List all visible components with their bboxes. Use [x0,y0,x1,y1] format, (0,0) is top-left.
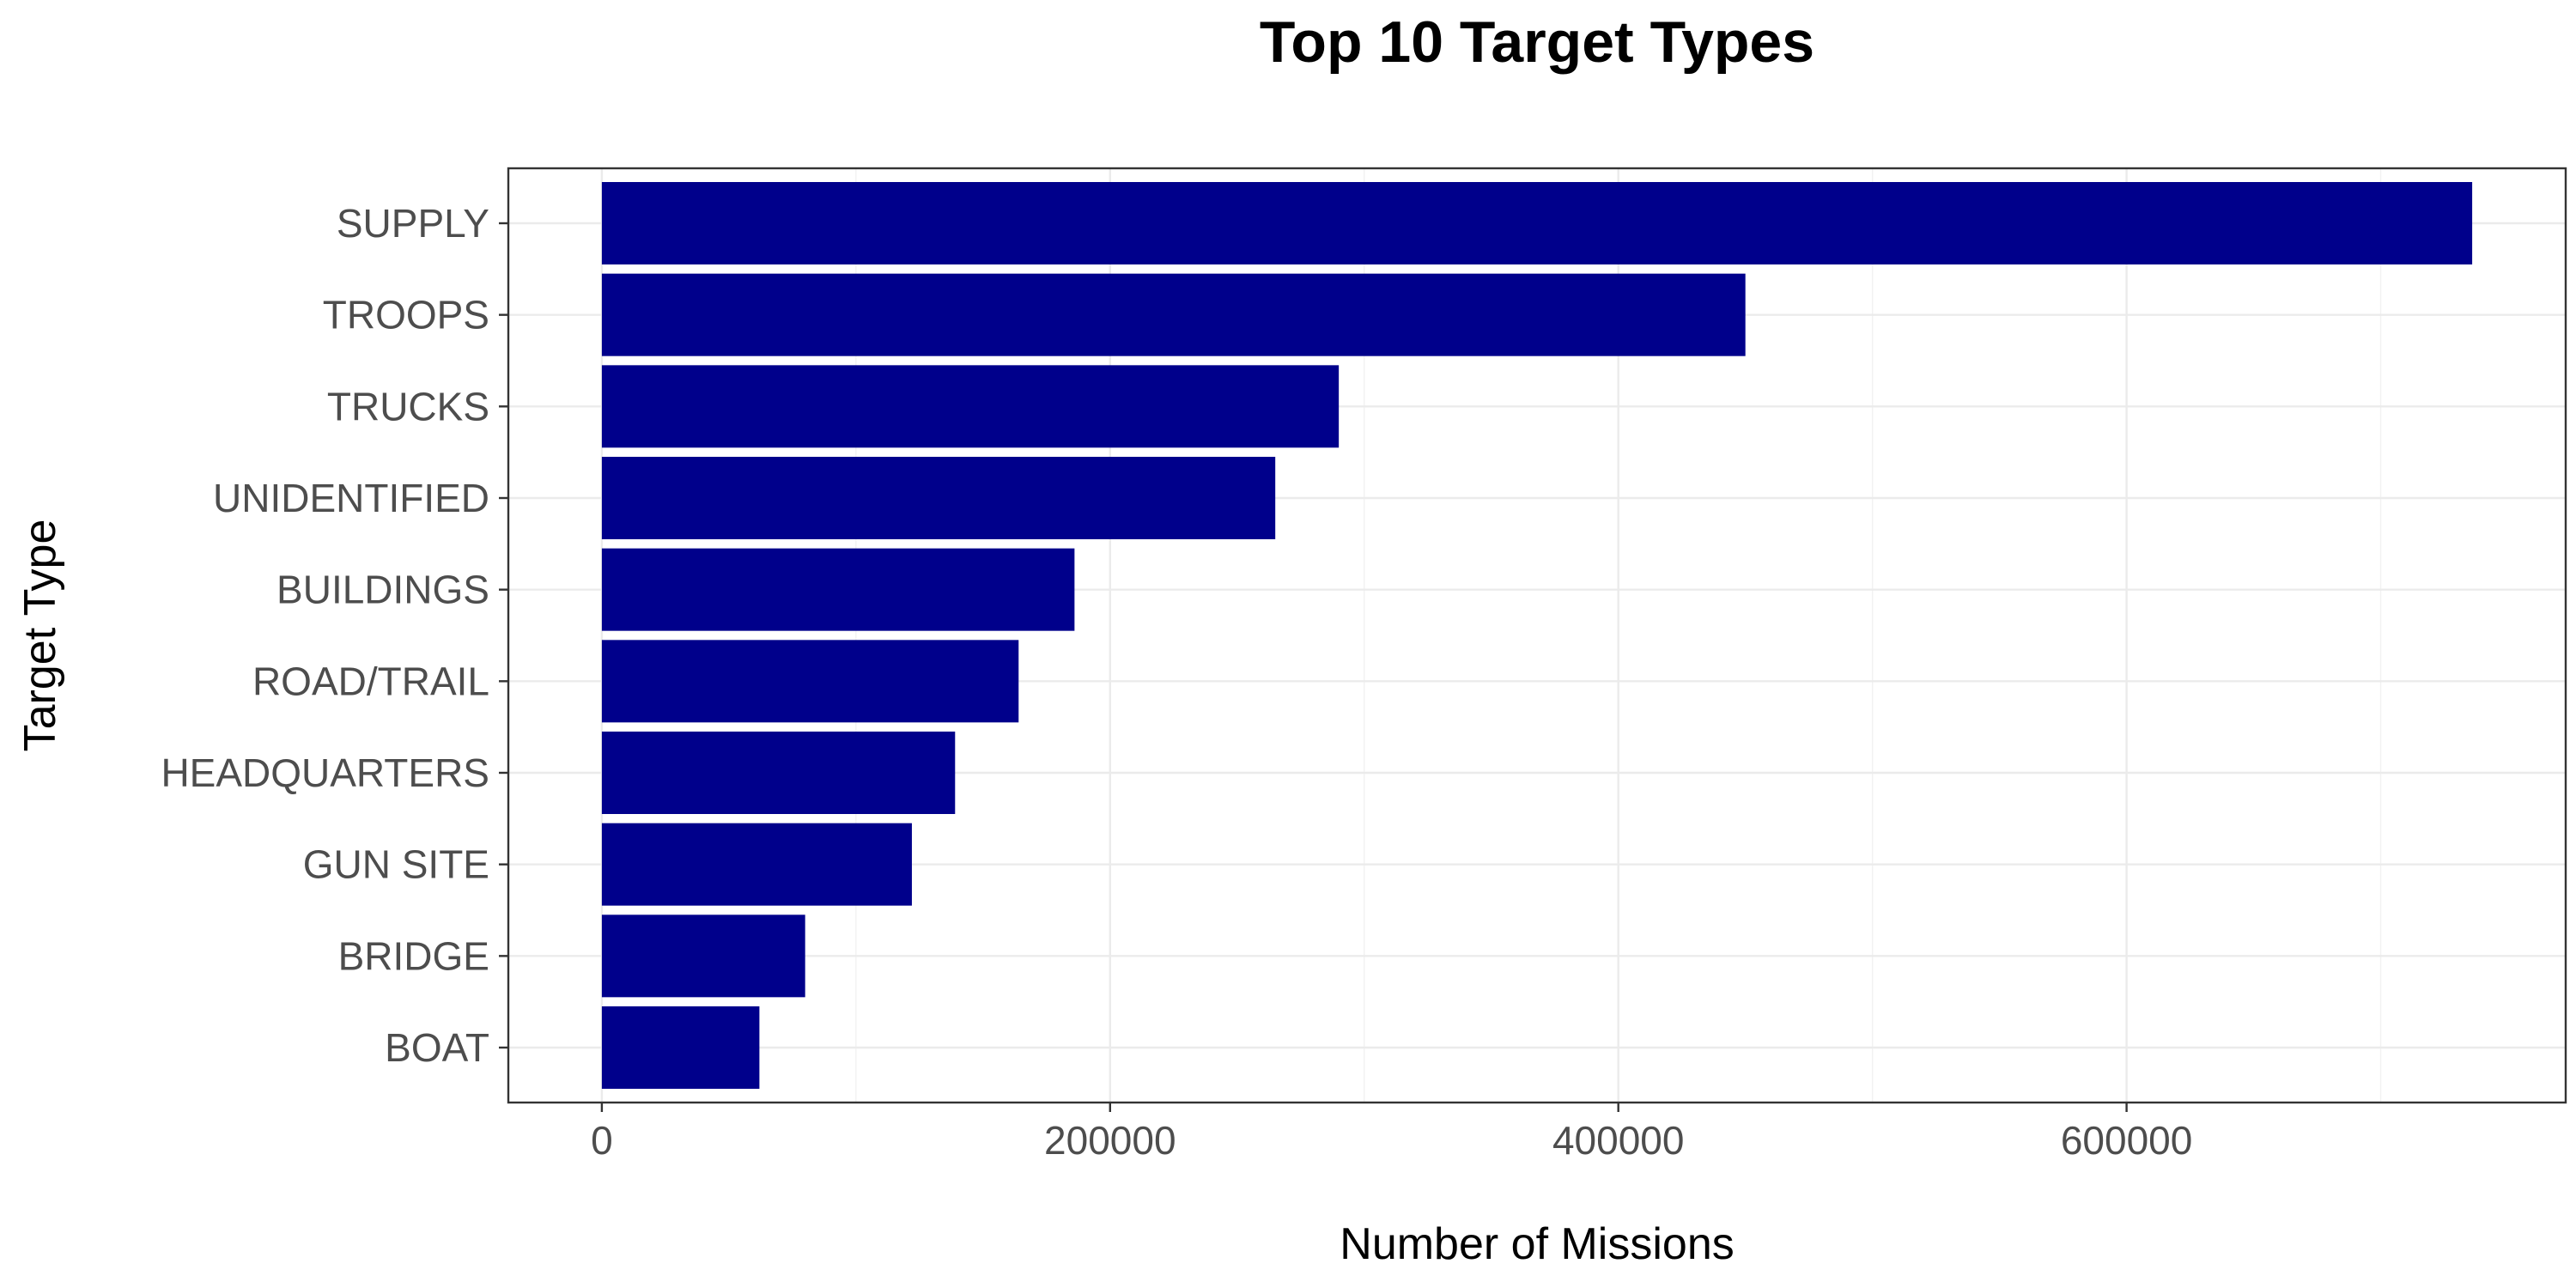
plot-panel-border [507,167,2567,1104]
chart-title: Top 10 Target Types [1260,9,1814,75]
bar [601,1006,760,1089]
bars [601,182,2473,1089]
bar [601,457,1276,539]
x-axis-title: Number of Missions [1340,1219,1734,1269]
y-tick-label: BRIDGE [338,933,489,978]
x-tick-label: 200000 [1044,1118,1176,1163]
bar [601,732,956,814]
y-tick-label: TROOPS [323,293,489,337]
bar [601,182,2473,264]
bar [601,914,805,998]
y-tick-label: UNIDENTIFIED [213,476,489,520]
bar [601,273,1746,356]
y-tick-label: SUPPLY [337,201,489,246]
y-tick-label: ROAD/TRAIL [252,659,489,703]
y-axis: SUPPLY TROOPS TRUCKS UNIDENTIFIED BUILDINGS R… [161,201,508,1070]
bar [601,823,912,906]
y-axis-title: Target Type [15,519,65,752]
x-tick-label: 400000 [1552,1118,1685,1163]
bar [601,548,1075,631]
y-tick-label: TRUCKS [327,384,489,428]
bar [601,640,1019,723]
x-tick-label: 0 [591,1118,613,1163]
y-tick-label: BUILDINGS [276,568,489,612]
x-axis: 0 200000 400000 600000 [591,1103,2192,1163]
bar [601,365,1340,448]
x-tick-label: 600000 [2061,1118,2193,1163]
y-tick-label: BOAT [385,1025,489,1070]
y-tick-label: HEADQUARTERS [161,750,489,795]
y-tick-label: GUN SITE [303,842,489,887]
